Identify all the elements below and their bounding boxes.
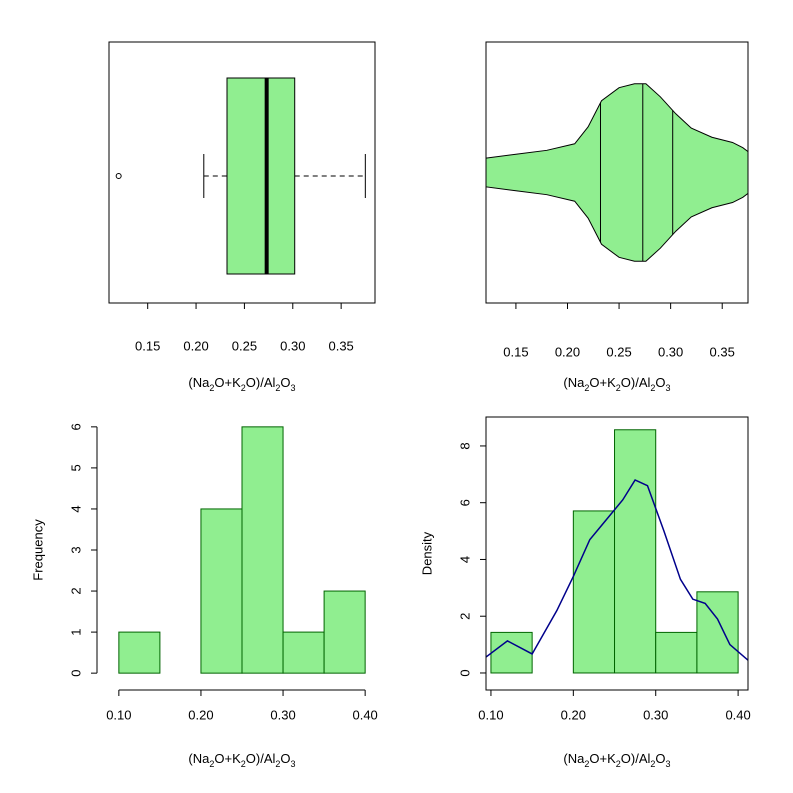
- bar: [241, 426, 284, 674]
- bar: [490, 631, 533, 674]
- bar: [614, 429, 657, 674]
- x-tick-label: 0.10: [478, 707, 503, 722]
- x-axis-label: (Na2O+K2O)/Al2O3: [188, 751, 295, 769]
- y-tick-label: 1: [68, 628, 83, 635]
- plot-frame: [108, 41, 376, 304]
- x-tick-label: 0.20: [555, 344, 580, 359]
- bar: [655, 631, 698, 674]
- y-tick-label: 0: [457, 669, 472, 676]
- y-tick-label: 6: [457, 499, 472, 506]
- density-line: [486, 479, 748, 661]
- x-tick-label: 0.15: [135, 338, 160, 353]
- bar: [118, 631, 161, 674]
- bar: [200, 508, 243, 674]
- bar: [282, 631, 325, 674]
- box: [226, 77, 296, 275]
- x-tick-label: 0.20: [188, 707, 213, 722]
- bar: [696, 591, 739, 674]
- plot-frame: [485, 41, 749, 304]
- panel: 0.10 0.20 0.30 0.40 0 2 4 6 8 Density (Na2O+K2O)/A…: [419, 416, 751, 769]
- y-tick-label: 8: [457, 442, 472, 449]
- panel: 0.15 0.20 0.25 0.30 0.35 (Na2O+K2O)/Al2O3: [485, 41, 749, 393]
- y-axis-label: Density: [419, 531, 434, 575]
- x-tick-label: 0.30: [643, 707, 668, 722]
- x-axis-label: (Na2O+K2O)/Al2O3: [563, 751, 670, 769]
- x-tick-label: 0.30: [270, 707, 295, 722]
- x-tick-label: 0.35: [328, 338, 353, 353]
- y-tick-label: 2: [68, 587, 83, 594]
- x-tick-label: 0.15: [503, 344, 528, 359]
- x-tick-label: 0.40: [352, 707, 377, 722]
- x-tick-label: 0.25: [606, 344, 631, 359]
- panel: 0.15 0.20 0.25 0.30 0.35 (Na2O+K2O)/Al2O3: [108, 41, 376, 393]
- x-tick-label: 0.10: [106, 707, 131, 722]
- x-axis-label: (Na2O+K2O)/Al2O3: [563, 375, 670, 393]
- x-tick-label: 0.20: [561, 707, 586, 722]
- violin: [485, 83, 749, 262]
- y-tick-label: 4: [457, 556, 472, 563]
- y-tick-label: 5: [68, 464, 83, 471]
- y-tick-label: 0: [68, 670, 83, 677]
- outlier: [115, 173, 122, 179]
- panel: 0.10 0.20 0.30 0.40 0 1 2 3 4 5 6 Frequency (Na2O+K2…: [30, 423, 377, 769]
- plot-frame: [485, 416, 749, 691]
- bar: [323, 590, 366, 674]
- y-tick-label: 3: [68, 546, 83, 553]
- x-tick-label: 0.30: [658, 344, 683, 359]
- bar: [572, 510, 616, 674]
- x-tick-label: 0.25: [232, 338, 257, 353]
- y-axis-label: Frequency: [30, 519, 45, 581]
- x-tick-label: 0.30: [280, 338, 305, 353]
- x-axis-label: (Na2O+K2O)/Al2O3: [188, 375, 295, 393]
- x-tick-label: 0.35: [710, 344, 735, 359]
- x-tick-label: 0.20: [183, 338, 208, 353]
- y-tick-label: 6: [68, 423, 83, 430]
- y-tick-label: 4: [68, 505, 83, 512]
- x-tick-label: 0.40: [725, 707, 750, 722]
- y-tick-label: 2: [457, 613, 472, 620]
